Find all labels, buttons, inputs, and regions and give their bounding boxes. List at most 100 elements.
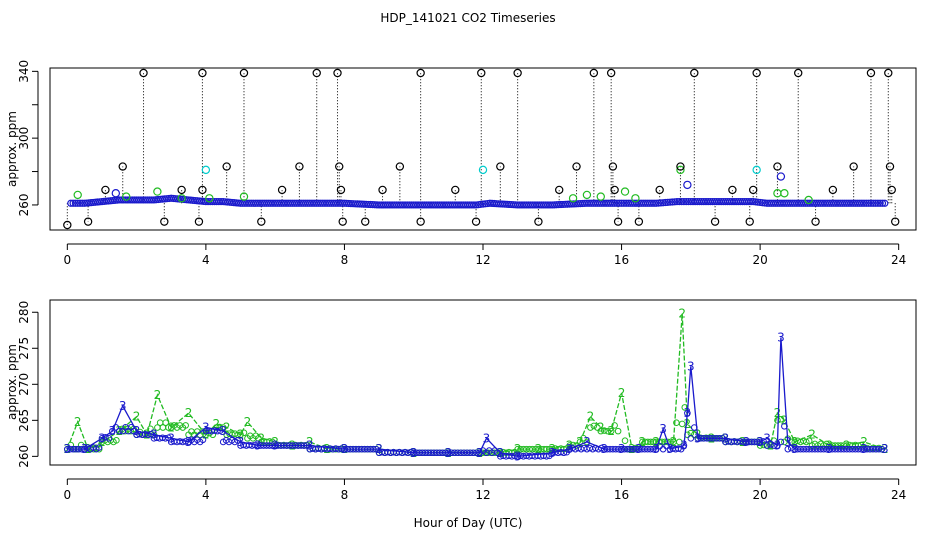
bottom-ring-point	[684, 409, 691, 417]
bottom-ring-point	[460, 449, 468, 457]
bottom-ring-point	[162, 419, 169, 426]
bottom-ring-point	[607, 427, 615, 435]
top-panel: approx. ppm 0 4 8 12 16 20 24 260 300 340	[5, 60, 917, 267]
bottom-ring-point	[709, 435, 717, 442]
series-3-marker: 3	[476, 446, 484, 460]
bottom-ring-point	[543, 453, 550, 460]
series-2-marker: 2	[618, 386, 626, 400]
series-3-marker: 3	[483, 431, 491, 445]
bottom-ring-point	[781, 422, 788, 430]
top-point	[76, 199, 84, 207]
top-point	[650, 199, 658, 207]
bottom-y-tick-label: 275	[17, 337, 31, 360]
bottom-ring-point	[457, 449, 465, 457]
top-x-tick-label: 0	[63, 253, 71, 267]
series-3-marker: 3	[514, 449, 522, 463]
bottom-y-tick-label: 260	[17, 445, 31, 468]
series-3-marker: 3	[756, 435, 764, 449]
top-point	[73, 190, 82, 200]
top-x-tick-label: 24	[891, 253, 906, 267]
series-3-marker: 3	[98, 431, 106, 445]
top-point	[620, 187, 630, 196]
series-3-marker: 3	[694, 431, 702, 445]
bottom-ring-point	[756, 438, 764, 446]
series-3-marker: 3	[271, 439, 279, 453]
top-point	[871, 199, 880, 207]
bottom-ring-point	[763, 442, 771, 449]
top-point	[634, 217, 644, 226]
series-2-marker: 2	[548, 442, 556, 456]
top-point	[239, 192, 249, 201]
top-point	[333, 68, 342, 78]
bottom-ring-point	[95, 444, 103, 451]
bottom-ring-point	[466, 449, 474, 457]
series-2-marker: 2	[587, 410, 595, 424]
top-point	[335, 162, 344, 171]
bottom-x-tick-label: 12	[475, 488, 490, 502]
top-point	[222, 162, 231, 171]
bottom-ring-point	[583, 438, 591, 446]
top-point	[849, 162, 858, 171]
series-2-marker: 2	[860, 435, 868, 449]
series-3-marker: 3	[722, 431, 730, 445]
series-3-marker: 3	[445, 446, 453, 460]
series-3-marker: 3	[659, 422, 667, 436]
bottom-ring-point	[694, 435, 702, 442]
bottom-ring-point	[675, 438, 683, 446]
top-point	[69, 199, 77, 207]
top-point	[655, 185, 664, 195]
bottom-ring-point	[165, 424, 172, 431]
series-2-marker: 2	[185, 406, 193, 420]
series-2-marker: 2	[212, 417, 220, 431]
bottom-ring-point	[454, 449, 462, 457]
top-point	[878, 199, 887, 207]
bottom-ring-point	[770, 442, 778, 449]
top-point	[198, 68, 207, 78]
top-point	[277, 185, 287, 195]
bottom-x-tick-label: 24	[891, 488, 906, 502]
top-point	[610, 185, 619, 195]
top-point	[470, 201, 478, 209]
bottom-ring-point	[300, 442, 308, 449]
top-point	[611, 199, 619, 207]
bottom-ring-point	[445, 449, 452, 457]
series-2-marker: 2	[535, 442, 543, 456]
series-3-marker: 3	[185, 435, 193, 449]
series-3-marker: 3	[133, 424, 141, 438]
top-y-axis-label: approx. ppm	[5, 111, 19, 187]
top-point	[416, 217, 425, 226]
top-point	[862, 199, 870, 207]
top-point	[471, 217, 481, 226]
bottom-ring-point	[115, 427, 123, 435]
series-2-marker: 2	[607, 424, 615, 438]
top-x-tick-label: 12	[475, 253, 490, 267]
series-2-marker: 2	[244, 415, 252, 429]
bottom-ring-point	[479, 447, 487, 454]
bottom-y-axis: 260 265 270 275 280	[17, 301, 39, 468]
bottom-ring-point	[659, 445, 667, 453]
top-point	[869, 199, 877, 207]
series-2-marker: 2	[781, 413, 789, 427]
top-point	[884, 68, 893, 78]
bottom-ring-point	[199, 436, 207, 444]
top-y-axis: 260 300 340	[17, 60, 39, 216]
series-2-marker: 2	[514, 442, 522, 456]
top-point	[673, 198, 681, 206]
bottom-ring-point	[712, 435, 720, 442]
bottom-ring-point	[78, 445, 86, 453]
bottom-ring-point	[182, 422, 189, 429]
bottom-y-tick-label: 270	[17, 373, 31, 396]
series-3-marker: 3	[680, 439, 688, 453]
series-2-marker: 2	[154, 388, 162, 402]
series-2-marker: 2	[678, 307, 686, 321]
series-3-marker: 3	[635, 442, 643, 456]
top-point	[657, 199, 665, 207]
top-point	[534, 217, 543, 226]
bottom-ring-point	[448, 449, 455, 457]
top-point	[891, 217, 900, 226]
bottom-ring-point	[767, 441, 774, 448]
top-point	[78, 199, 86, 207]
series-3-marker: 3	[777, 330, 785, 344]
bottom-ring-point	[463, 449, 471, 457]
top-point	[617, 199, 626, 207]
